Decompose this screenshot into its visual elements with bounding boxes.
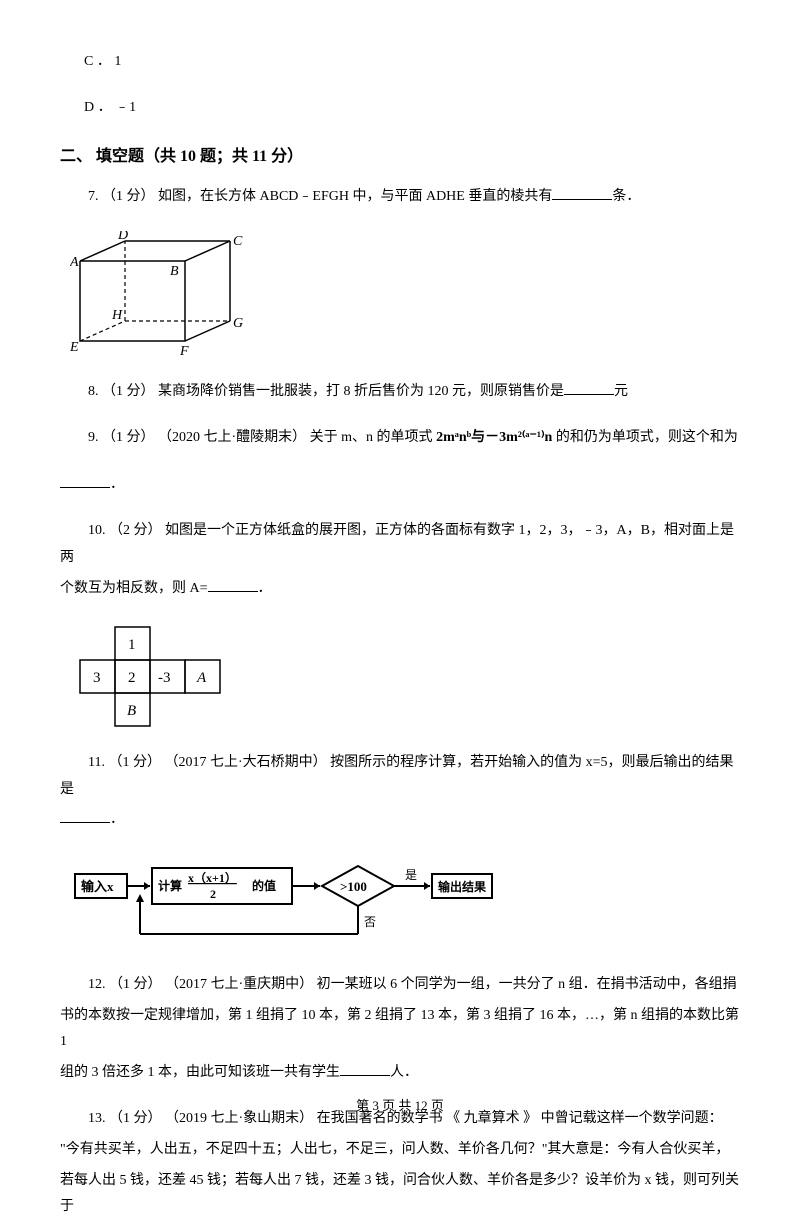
q8-blank [564, 381, 614, 395]
svg-text:G: G [233, 316, 243, 331]
svg-text:2: 2 [210, 887, 216, 901]
q9-blank [60, 474, 110, 488]
q9-formula: 2mᵃnᵇ与－3m²⁽ᵃ⁻¹⁾n [436, 430, 552, 445]
svg-text:>100: >100 [340, 879, 367, 894]
svg-text:-3: -3 [158, 670, 171, 686]
q9-suffix: 的和仍为单项式，则这个和为 [552, 430, 738, 445]
q9-prefix: 9. （1 分） （2020 七上·醴陵期末） 关于 m、n 的单项式 [88, 430, 436, 445]
q8-suffix: 元 [614, 384, 628, 399]
question-11-line1: 11. （1 分） （2017 七上·大石桥期中） 按图所示的程序计算，若开始输… [60, 750, 740, 803]
svg-text:输出结果: 输出结果 [438, 879, 486, 894]
q10-blank [208, 578, 258, 592]
question-12-line2: 书的本数按一定规律增加，第 1 组捐了 10 本，第 2 组捐了 13 本，第 … [60, 1003, 740, 1056]
section-2-title: 二、 填空题（共 10 题；共 11 分） [60, 142, 740, 166]
question-10-line1: 10. （2 分） 如图是一个正方体纸盒的展开图，正方体的各面标有数字 1，2，… [60, 518, 740, 571]
svg-text:是: 是 [405, 868, 417, 882]
svg-text:计算: 计算 [158, 878, 182, 893]
svg-text:1: 1 [128, 637, 136, 653]
q7-prefix: 7. （1 分） 如图，在长方体 ABCD﹣EFGH 中，与平面 ADHE 垂直… [88, 189, 552, 204]
page-footer: 第 3 页 共 12 页 [0, 1095, 800, 1114]
svg-text:B: B [170, 264, 179, 279]
question-12-line3: 组的 3 倍还多 1 本，由此可知该班一共有学生 人． [60, 1060, 740, 1087]
question-8: 8. （1 分） 某商场降价销售一批服装，打 8 折后售价为 120 元，则原销… [60, 379, 740, 406]
option-d: D ． ﹣1 [84, 96, 740, 116]
svg-text:E: E [70, 340, 79, 355]
q10-l2a: 个数互为相反数，则 A= [60, 581, 208, 596]
option-c: C ． 1 [84, 50, 740, 70]
q11-blank [60, 809, 110, 823]
q8-prefix: 8. （1 分） 某商场降价销售一批服装，打 8 折后售价为 120 元，则原销… [88, 384, 564, 399]
question-13-line2: "今有共买羊，人出五，不足四十五；人出七，不足三，问人数、羊价各几何？"其大意是… [60, 1137, 740, 1164]
net-figure: 1 3 2 -3 A B [70, 622, 740, 732]
question-7: 7. （1 分） 如图，在长方体 ABCD﹣EFGH 中，与平面 ADHE 垂直… [60, 184, 740, 211]
question-13-line3: 若每人出 5 钱，还差 45 钱；若每人出 7 钱，还差 3 钱，问合伙人数、羊… [60, 1168, 740, 1221]
question-12-line1: 12. （1 分） （2017 七上·重庆期中） 初一某班以 6 个同学为一组，… [60, 972, 740, 999]
svg-text:A: A [196, 670, 207, 686]
svg-text:B: B [127, 703, 136, 719]
svg-text:的值: 的值 [252, 878, 276, 893]
q10-l2b: ． [258, 581, 272, 596]
question-10-line2: 个数互为相反数，则 A= ． [60, 576, 740, 603]
svg-text:输入x: 输入x [81, 879, 114, 894]
flowchart-figure: 输入x 计算 x（x+1） 2 的值 >100 是 输出结果 否 [70, 854, 740, 954]
question-9-line2: ． [60, 472, 740, 499]
q11-l2: ． [110, 812, 124, 827]
svg-text:D: D [117, 231, 128, 243]
question-9: 9. （1 分） （2020 七上·醴陵期末） 关于 m、n 的单项式 2mᵃn… [60, 425, 740, 452]
q9-trail: ． [110, 477, 124, 492]
cuboid-figure: A B C D E F G H [70, 231, 740, 361]
svg-text:3: 3 [93, 670, 101, 686]
svg-text:A: A [70, 255, 79, 270]
q12-l3a: 组的 3 倍还多 1 本，由此可知该班一共有学生 [60, 1065, 340, 1080]
q12-l3b: 人． [390, 1065, 418, 1080]
svg-text:否: 否 [364, 915, 376, 929]
q7-blank [552, 186, 612, 200]
svg-text:C: C [233, 234, 243, 249]
svg-text:2: 2 [128, 670, 136, 686]
svg-text:x（x+1）: x（x+1） [188, 870, 237, 885]
q12-blank [340, 1062, 390, 1076]
q7-suffix: 条． [612, 189, 640, 204]
question-11-line2: ． [60, 807, 740, 834]
svg-text:H: H [111, 308, 123, 323]
svg-text:F: F [179, 344, 189, 359]
